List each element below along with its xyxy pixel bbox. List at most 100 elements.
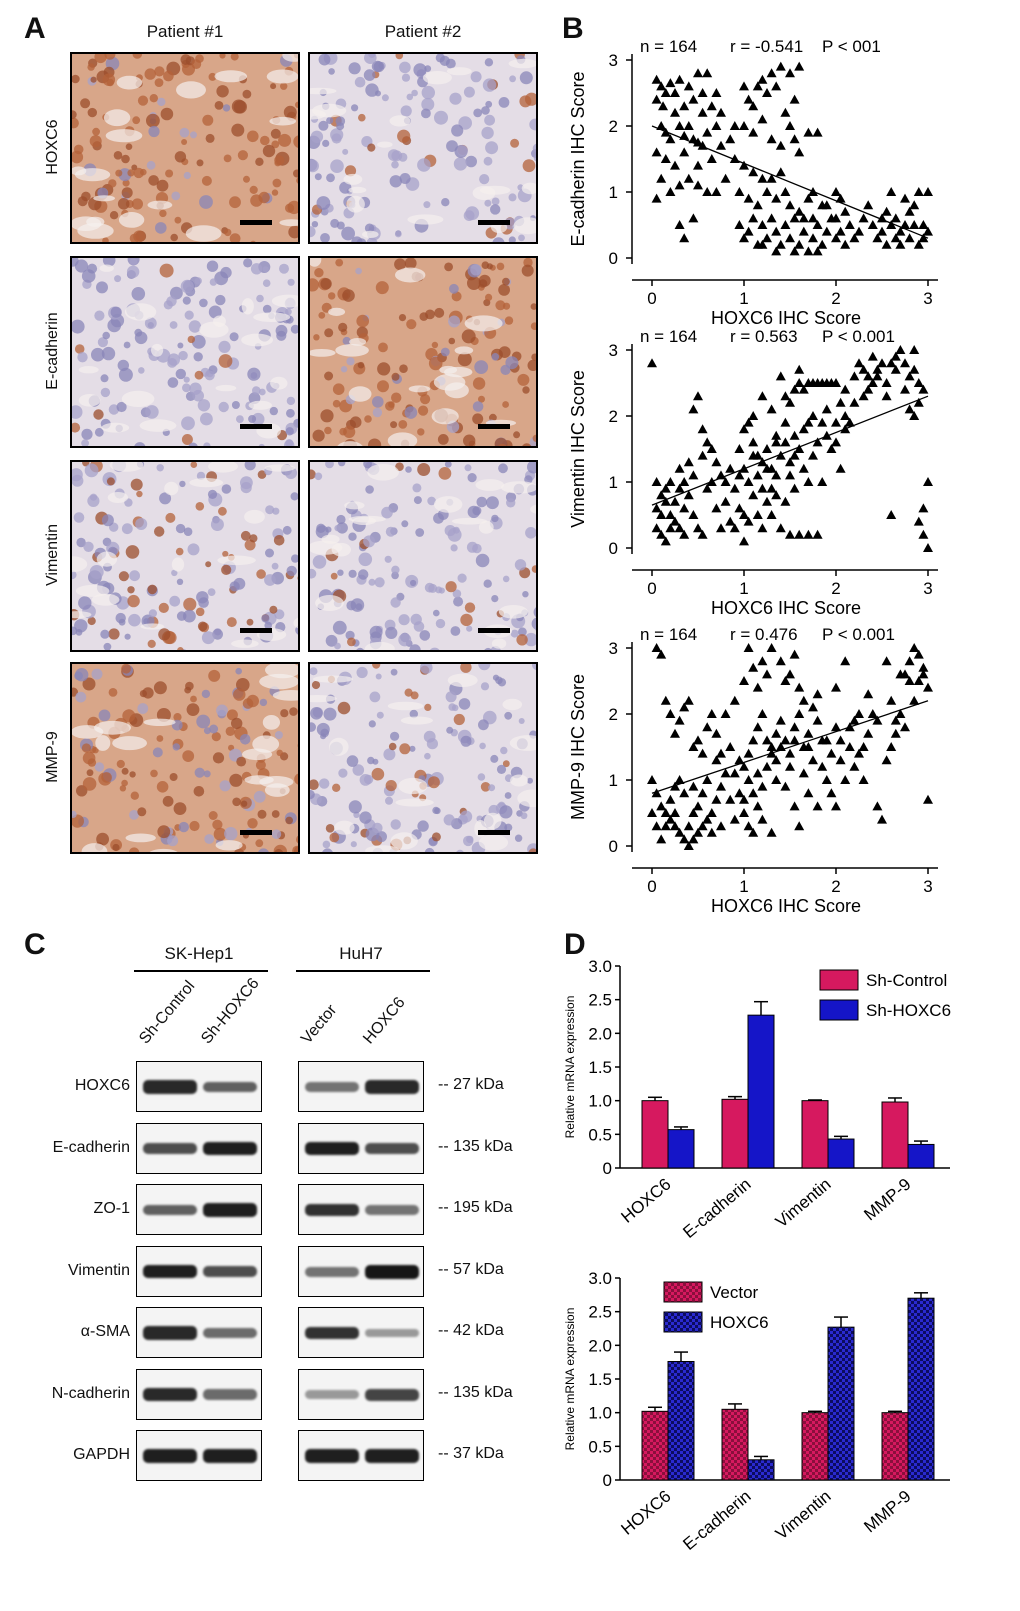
y-tick-label: 3.0 <box>588 957 612 976</box>
scatter-point <box>886 695 897 705</box>
scatter-point <box>771 728 782 738</box>
scatter-point <box>720 173 731 183</box>
scatter-point <box>757 74 768 84</box>
scatter-point <box>918 529 929 539</box>
y-tick-label: 1 <box>609 473 618 492</box>
scatter-point <box>890 351 901 361</box>
scatter-point <box>909 200 920 210</box>
blot-box <box>136 1122 262 1174</box>
ihc-image-vimentin-patient-2 <box>308 460 538 652</box>
scatter-point <box>895 226 906 236</box>
scatter-point <box>918 384 929 394</box>
protein-label: HOXC6 <box>74 1077 130 1094</box>
scatter-point <box>780 676 791 685</box>
bar <box>641 1410 669 1481</box>
scatter-point <box>739 160 749 170</box>
scatter-point <box>808 702 818 712</box>
blot-box <box>136 1368 262 1420</box>
bar-chart-1: 0 0.5 1.0 1.5 2.0 2.5 3.0 Relative mRNA express… <box>563 957 951 1242</box>
scatter-point <box>771 246 782 256</box>
y-axis-label: Relative mRNA expression <box>563 996 577 1139</box>
scatter-point <box>674 523 685 533</box>
scatter-point <box>688 742 699 751</box>
scatter-point <box>729 814 740 824</box>
scatter-point <box>748 662 759 672</box>
scatter-point <box>844 417 855 427</box>
scatter-point <box>743 477 754 486</box>
scale-bar <box>240 424 272 429</box>
scatter-point <box>808 450 818 460</box>
cell-line-underline <box>134 970 268 972</box>
scatter-point <box>913 397 924 407</box>
scatter-point <box>720 709 731 718</box>
scatter-point <box>716 821 726 831</box>
blot-band <box>365 1264 419 1279</box>
scatter-point <box>890 213 901 223</box>
scatter-point <box>729 768 740 778</box>
legend-swatch <box>819 969 859 991</box>
legend-label: Sh-Control <box>866 971 947 990</box>
scatter-point <box>798 768 809 778</box>
scatter-point <box>854 226 864 236</box>
scatter-point <box>762 761 772 771</box>
scatter-point <box>812 220 823 229</box>
scatter-point <box>665 187 676 196</box>
scatter-point <box>831 437 841 447</box>
y-tick-label: 2 <box>609 407 618 426</box>
scatter-point <box>647 358 657 368</box>
molecular-weight-label: -- 57 kDa <box>438 1260 504 1278</box>
scatter-point <box>794 61 805 71</box>
category-label: Vimentin <box>772 1175 835 1232</box>
scatter-point <box>775 239 786 249</box>
y-tick-label: 2.5 <box>588 1303 612 1322</box>
scatter-point <box>840 411 851 420</box>
scatter-point <box>766 742 777 751</box>
y-tick-label: 0.5 <box>588 1125 612 1144</box>
scatter-point <box>656 510 667 519</box>
scatter-point <box>794 444 805 453</box>
scatter-point <box>785 457 795 467</box>
scatter-point <box>918 220 929 229</box>
scatter-point <box>748 411 759 420</box>
scatter-point <box>775 61 786 71</box>
protein-label: ZO-1 <box>93 1200 130 1217</box>
scatter-point <box>679 834 690 844</box>
scale-bar <box>478 628 510 633</box>
scatter-point <box>762 735 772 745</box>
scatter-point <box>766 404 777 414</box>
scatter-point <box>821 404 832 414</box>
scatter-point <box>789 213 800 223</box>
blot-band <box>305 1449 359 1463</box>
scatter-point <box>674 220 685 229</box>
scatter-point <box>794 709 805 718</box>
cell-line-underline <box>296 970 430 972</box>
scatter-point <box>697 529 708 539</box>
scatter-point <box>757 114 768 124</box>
blot-box <box>136 1307 262 1358</box>
scatter-point <box>835 735 846 745</box>
scatter-plot-1: 0 1 2 3 0 1 2 3 HOXC6 IHC Score E-cadherin IHC Sc… <box>568 37 938 328</box>
scatter-point <box>863 689 874 699</box>
scatter-point <box>877 358 887 368</box>
scatter-point <box>785 470 795 480</box>
scatter-point <box>881 656 892 666</box>
scatter-point <box>683 81 694 91</box>
scatter-point <box>858 742 869 751</box>
scatter-point <box>794 239 805 249</box>
stat-r: r = 0.476 <box>730 625 798 644</box>
scatter-point <box>794 147 805 157</box>
y-tick-label: 3 <box>609 341 618 360</box>
scatter-point <box>693 160 703 170</box>
scatter-point <box>647 808 657 817</box>
scatter-point <box>665 477 676 486</box>
scatter-point <box>877 226 887 236</box>
ihc-image-mmp-9-patient-1 <box>70 662 300 854</box>
scatter-point <box>831 682 841 692</box>
blot-band <box>143 1449 197 1463</box>
scatter-point <box>808 755 818 765</box>
scatter-point <box>725 134 736 144</box>
scatter-point <box>918 662 929 672</box>
scatter-point <box>711 88 722 97</box>
scatter-point <box>812 246 823 256</box>
bar <box>801 1100 829 1169</box>
